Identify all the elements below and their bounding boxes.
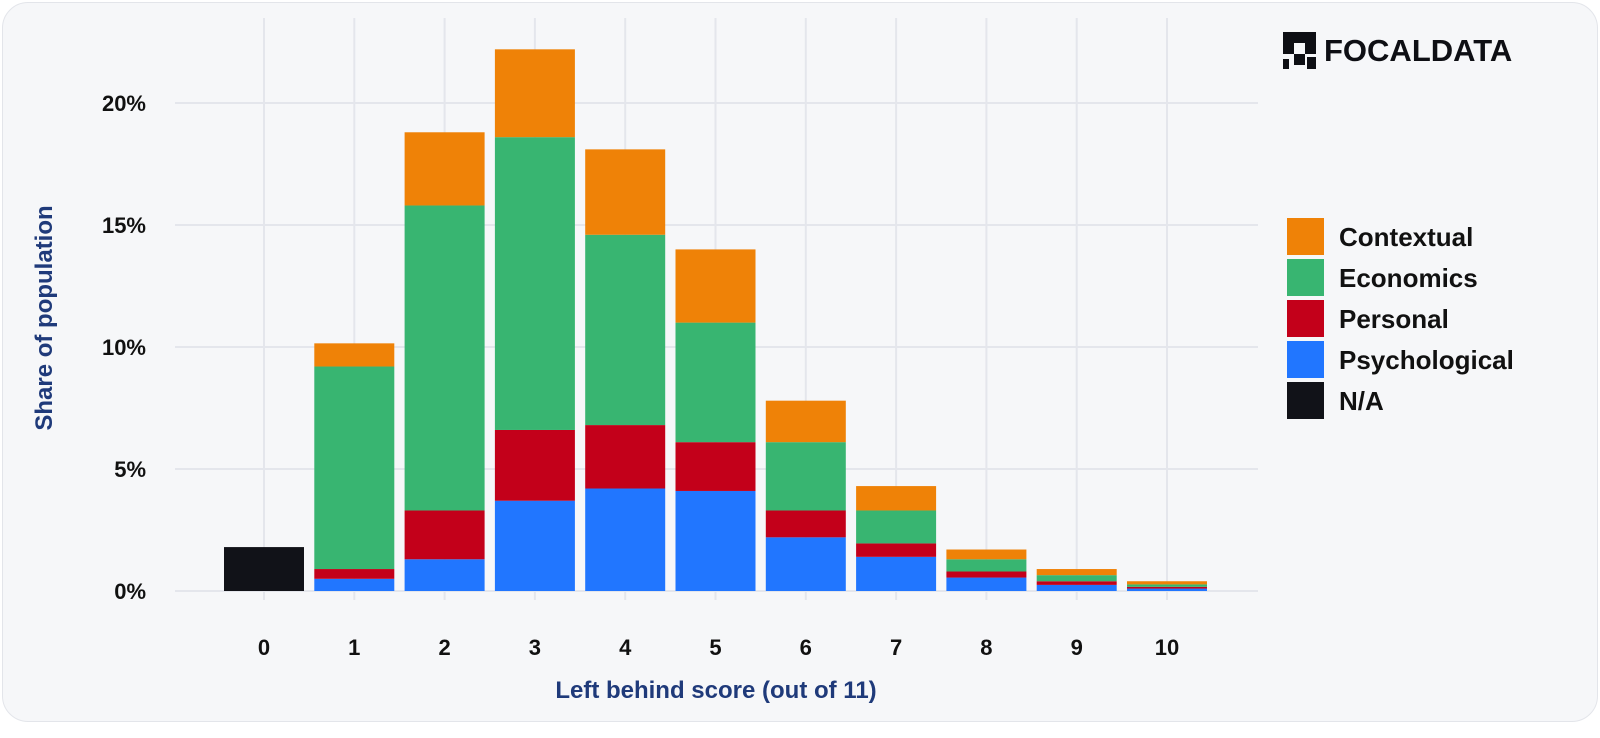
bar-segment-psychological [946, 577, 1027, 591]
bar-segment-economics [765, 442, 846, 511]
x-tick-label: 0 [258, 635, 270, 660]
bar-segment-contextual [494, 49, 575, 138]
bar-segment-n-a [224, 547, 304, 591]
bar-segment-contextual [675, 249, 756, 323]
y-tick-label: 10% [102, 335, 146, 360]
bar-segment-psychological [675, 490, 756, 591]
bar-segment-personal [585, 425, 666, 489]
bar-segment-personal [765, 510, 846, 538]
brand-name: FOCALDATA [1324, 33, 1512, 68]
x-tick-label: 1 [348, 635, 360, 660]
bar-segment-psychological [585, 488, 666, 591]
bar-segment-psychological [494, 500, 575, 591]
bar-segment-personal [1036, 581, 1117, 585]
bar-segment-contextual [314, 343, 395, 367]
bar-segment-economics [856, 510, 937, 544]
bar-segment-personal [494, 429, 575, 501]
x-tick-label: 10 [1155, 635, 1179, 660]
bar-segment-economics [1127, 584, 1207, 587]
legend-swatch-contextual [1287, 218, 1324, 255]
bars [224, 49, 1207, 591]
bar-segment-economics [1036, 575, 1117, 582]
bar-segment-contextual [946, 549, 1027, 560]
bar-segment-economics [946, 559, 1027, 572]
bar-segment-personal [856, 543, 937, 557]
focaldata-logo-icon [1283, 32, 1316, 69]
bar-segment-psychological [314, 578, 395, 591]
bar-segment-psychological [765, 537, 846, 591]
bar-segment-contextual [856, 486, 937, 511]
legend-label-economics: Economics [1339, 263, 1478, 293]
bar-segment-contextual [585, 149, 666, 235]
bar-segment-economics [404, 205, 485, 511]
x-tick-label: 8 [980, 635, 992, 660]
chart-card [2, 2, 1598, 722]
x-axis-title: Left behind score (out of 11) [555, 677, 876, 704]
bar-segment-economics [675, 322, 756, 443]
bar-segment-contextual [1036, 569, 1117, 576]
bar-segment-psychological [1036, 584, 1117, 591]
bar-segment-contextual [404, 132, 485, 206]
bar-segment-personal [404, 510, 485, 560]
legend-swatch-economics [1287, 259, 1324, 296]
x-tick-label: 6 [800, 635, 812, 660]
bar-segment-personal [675, 442, 756, 491]
y-axis-title: Share of population [31, 205, 58, 430]
bar-segment-economics [314, 366, 395, 570]
legend-swatch-psychological [1287, 341, 1324, 378]
x-tick-label: 9 [1071, 635, 1083, 660]
bar-segment-psychological [1127, 588, 1207, 591]
bar-segment-personal [314, 569, 395, 579]
legend-label-personal: Personal [1339, 304, 1449, 334]
legend-label-n-a: N/A [1339, 386, 1384, 416]
legend-label-contextual: Contextual [1339, 222, 1473, 252]
x-tick-label: 7 [890, 635, 902, 660]
x-tick-label: 3 [529, 635, 541, 660]
bar-segment-psychological [856, 556, 937, 591]
bar-segment-contextual [765, 400, 846, 443]
x-tick-label: 2 [438, 635, 450, 660]
x-axis-ticks: 0 1 2 3 4 5 6 7 8 9 10 [258, 635, 1179, 660]
bar-segment-personal [1127, 586, 1207, 589]
bar-segment-economics [585, 234, 666, 426]
legend: Contextual Economics Personal Psychological… [1287, 218, 1514, 419]
y-tick-label: 0% [114, 579, 146, 604]
legend-swatch-n-a [1287, 382, 1324, 419]
y-axis-ticks: 0% 5% 10% 15% 20% [102, 91, 146, 604]
bar-segment-psychological [404, 559, 485, 591]
y-tick-label: 15% [102, 213, 146, 238]
y-tick-label: 5% [114, 457, 146, 482]
x-tick-label: 4 [619, 635, 632, 660]
brand-logo: FOCALDATA [1283, 32, 1512, 69]
bar-segment-contextual [1127, 581, 1207, 585]
y-tick-label: 20% [102, 91, 146, 116]
legend-label-psychological: Psychological [1339, 345, 1514, 375]
bar-segment-economics [494, 137, 575, 430]
x-tick-label: 5 [709, 635, 721, 660]
bar-segment-personal [946, 571, 1027, 578]
legend-swatch-personal [1287, 300, 1324, 337]
